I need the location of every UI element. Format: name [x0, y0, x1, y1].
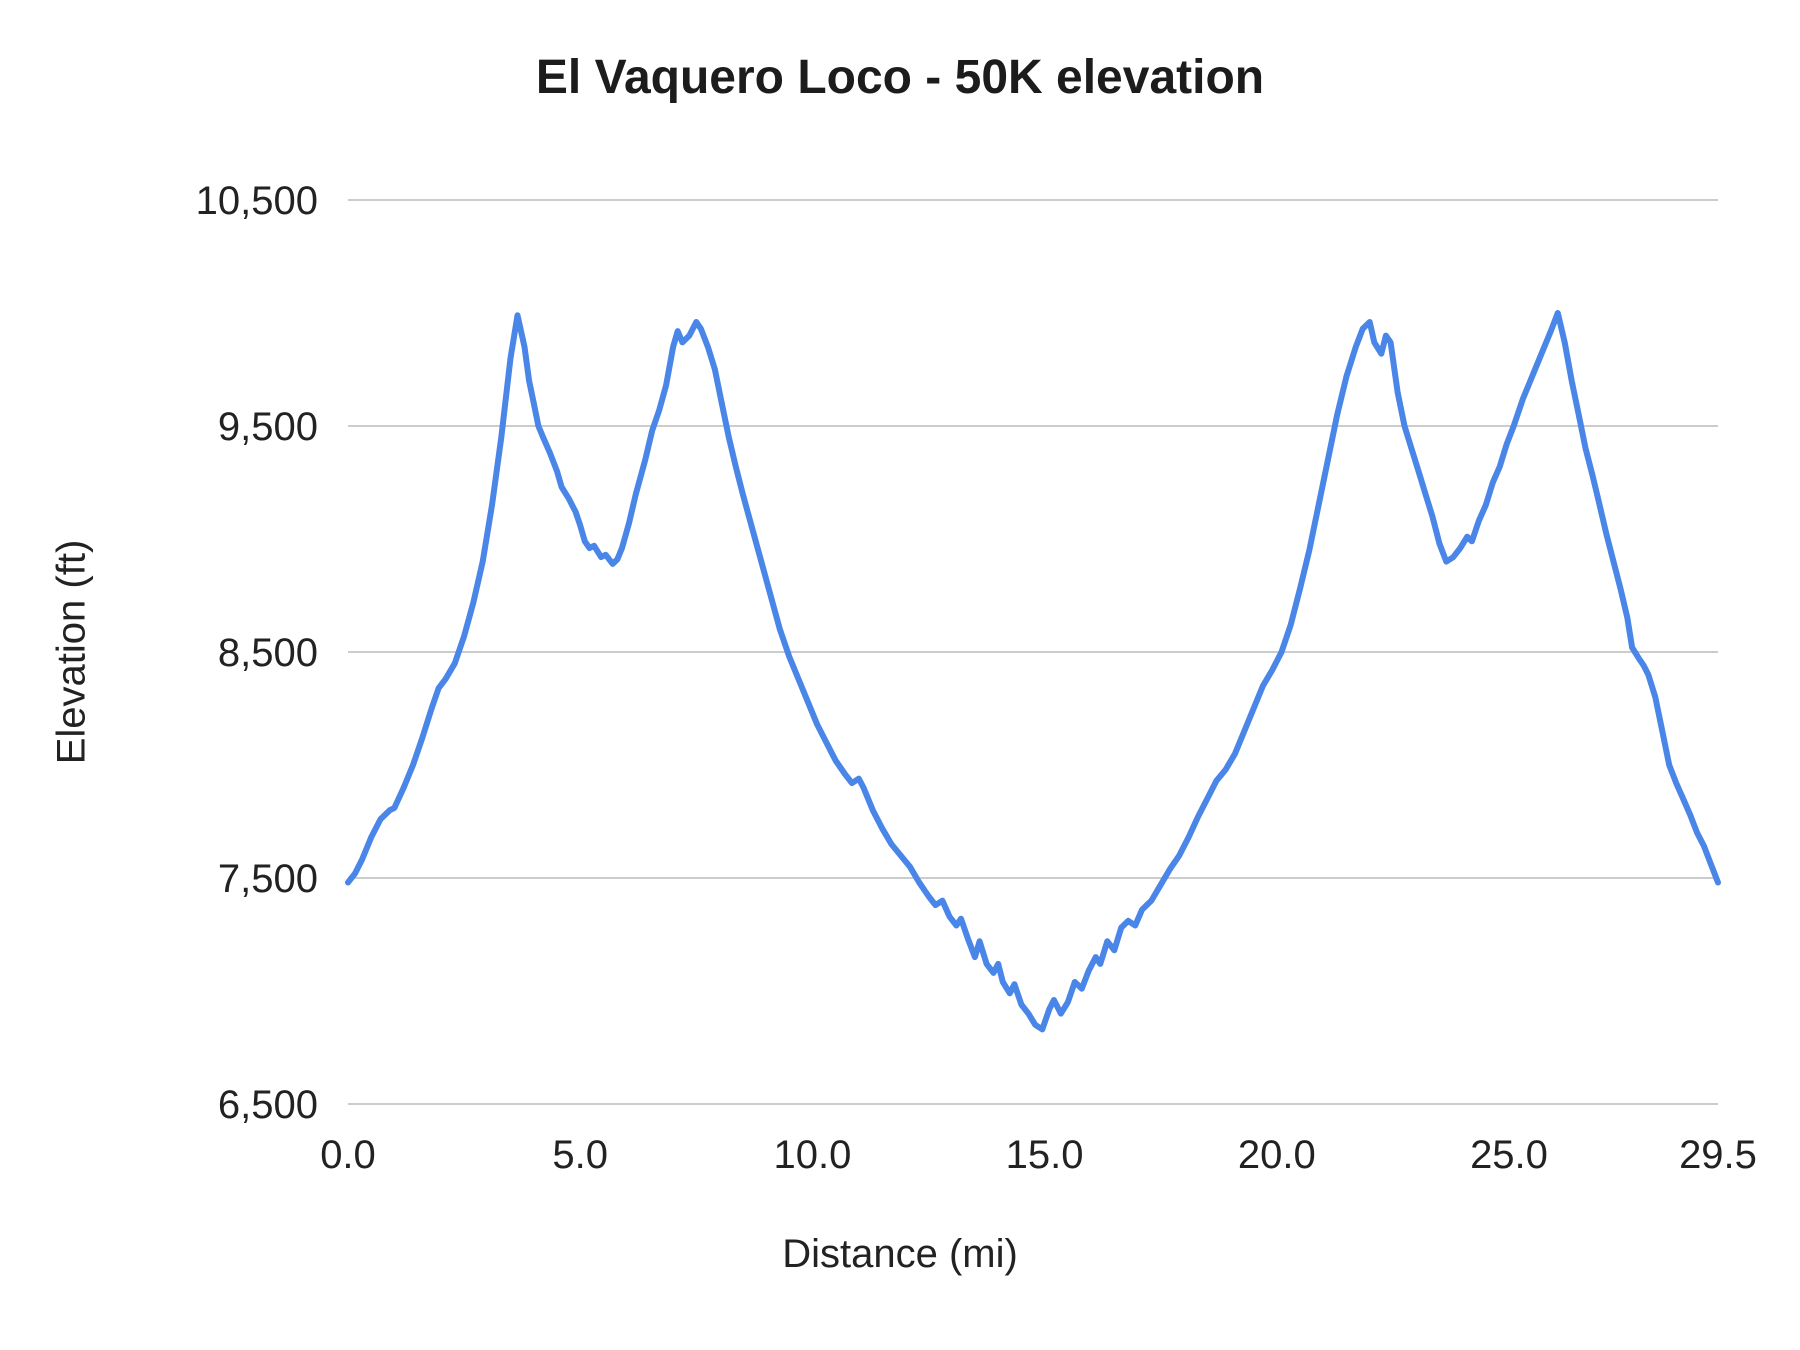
x-tick-label: 25.0	[1470, 1133, 1548, 1177]
x-tick-label: 29.5	[1679, 1133, 1757, 1177]
x-tick-label: 0.0	[320, 1133, 376, 1177]
y-tick-label: 8,500	[218, 631, 318, 675]
chart-title: El Vaquero Loco - 50K elevation	[535, 51, 1265, 104]
y-tick-label: 9,500	[218, 405, 318, 449]
x-tick-label: 20.0	[1238, 1133, 1316, 1177]
y-tick-label: 10,500	[196, 179, 318, 223]
elevation-series-line	[345, 310, 1721, 1033]
x-tick-label: 15.0	[1006, 1133, 1084, 1177]
x-tick-label: 5.0	[552, 1133, 608, 1177]
x-tick-label: 10.0	[773, 1133, 851, 1177]
y-tick-label: 6,500	[218, 1083, 318, 1127]
y-tick-label: 7,500	[218, 857, 318, 901]
x-axis-title: Distance (mi)	[782, 1232, 1018, 1276]
